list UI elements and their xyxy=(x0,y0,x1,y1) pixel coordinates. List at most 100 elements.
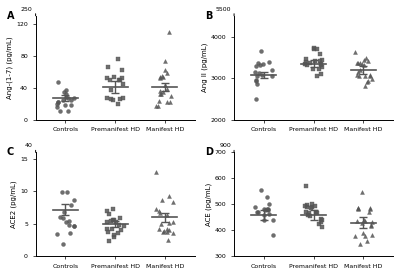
Point xyxy=(54,105,60,109)
Text: 900: 900 xyxy=(219,143,231,148)
Point xyxy=(111,233,117,237)
Point xyxy=(116,216,123,221)
Point xyxy=(260,62,266,66)
Point xyxy=(357,242,363,246)
Point xyxy=(116,97,123,102)
Point xyxy=(158,222,164,226)
Point xyxy=(259,73,266,78)
Point xyxy=(357,68,364,73)
Point xyxy=(154,104,161,108)
Point xyxy=(312,204,318,208)
Text: B: B xyxy=(206,10,213,21)
Point xyxy=(120,82,126,86)
Point xyxy=(302,184,309,189)
Point xyxy=(104,208,110,213)
Point xyxy=(111,218,117,223)
Point xyxy=(115,57,121,61)
Point xyxy=(55,100,62,104)
Point xyxy=(104,65,111,70)
Point xyxy=(71,197,77,202)
Point xyxy=(170,220,176,224)
Point xyxy=(159,74,166,78)
Point xyxy=(60,98,66,102)
Point xyxy=(319,58,325,63)
Point xyxy=(59,190,65,194)
Point xyxy=(308,205,315,209)
Point xyxy=(109,227,116,232)
Point xyxy=(63,92,70,96)
Point xyxy=(362,84,368,88)
Point xyxy=(309,201,315,206)
Point xyxy=(153,207,160,211)
Point xyxy=(153,104,160,108)
Point xyxy=(312,209,319,214)
Point xyxy=(104,220,110,224)
Text: 250: 250 xyxy=(21,7,32,12)
Point xyxy=(369,77,375,81)
Point xyxy=(361,217,367,222)
Point xyxy=(157,76,163,80)
Point xyxy=(359,62,365,66)
Point xyxy=(114,102,121,107)
Point xyxy=(70,224,77,228)
Point xyxy=(366,206,373,211)
Point xyxy=(71,95,77,100)
Point xyxy=(104,227,110,231)
Point xyxy=(108,97,114,101)
Point xyxy=(117,78,124,83)
Point xyxy=(302,62,308,66)
Point xyxy=(361,58,368,62)
Point xyxy=(252,64,259,68)
Point xyxy=(268,67,275,72)
Point xyxy=(66,231,73,235)
Point xyxy=(362,234,368,238)
Point xyxy=(68,103,74,107)
Point xyxy=(54,232,60,236)
Point xyxy=(56,215,63,219)
Point xyxy=(261,207,268,211)
Point xyxy=(367,206,374,210)
Point xyxy=(106,212,112,216)
Point xyxy=(362,74,368,78)
Point xyxy=(367,223,374,227)
Point xyxy=(317,52,323,57)
Point xyxy=(162,68,168,72)
Point xyxy=(258,188,264,192)
Point xyxy=(257,63,264,67)
Point xyxy=(318,63,324,68)
Point xyxy=(253,79,260,83)
Point xyxy=(161,229,167,233)
Point xyxy=(66,218,72,223)
Point xyxy=(68,202,74,207)
Point xyxy=(270,218,276,222)
Point xyxy=(304,203,310,208)
Point xyxy=(70,224,77,228)
Point xyxy=(63,219,70,224)
Point xyxy=(319,225,325,229)
Point xyxy=(166,221,173,225)
Point xyxy=(355,206,362,210)
Point xyxy=(114,231,121,235)
Point xyxy=(55,100,62,105)
Point xyxy=(156,75,163,79)
Point xyxy=(252,205,258,209)
Point xyxy=(116,222,122,227)
Point xyxy=(265,207,272,212)
Point xyxy=(113,219,119,224)
Point xyxy=(365,59,371,63)
Point xyxy=(311,46,318,50)
Point xyxy=(119,76,125,81)
Point xyxy=(366,210,372,215)
Point xyxy=(303,60,309,64)
Point xyxy=(317,59,324,63)
Point xyxy=(68,98,74,102)
Text: 40: 40 xyxy=(24,143,32,148)
Point xyxy=(158,92,164,96)
Point xyxy=(257,124,263,129)
Y-axis label: Ang-(1-7) (pg/mL): Ang-(1-7) (pg/mL) xyxy=(7,36,14,99)
Point xyxy=(304,205,310,209)
Point xyxy=(63,88,69,92)
Point xyxy=(66,223,73,228)
Point xyxy=(266,212,272,217)
Point xyxy=(266,60,272,64)
